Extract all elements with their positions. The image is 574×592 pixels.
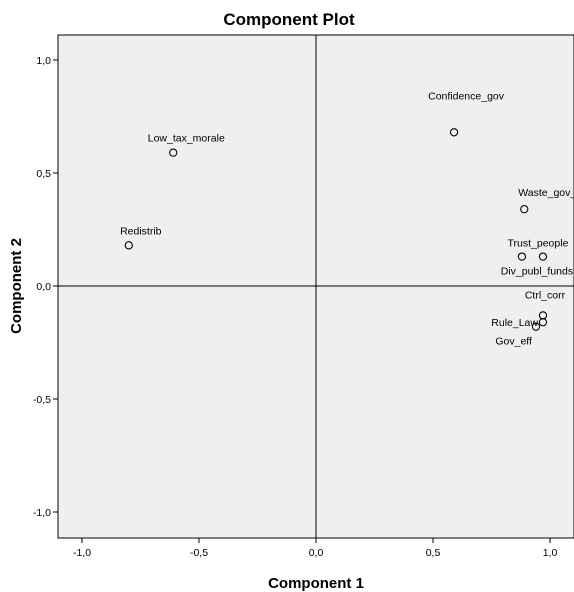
data-point-label: Redistrib	[120, 225, 162, 237]
y-tick-label: 0,5	[36, 168, 51, 180]
data-point-label: Waste_gov_spend	[518, 187, 574, 199]
plot-area: Confidence_gov Low_tax_morale Waste_gov_sp…	[57, 34, 574, 539]
chart-title: Component Plot	[223, 10, 355, 29]
x-axis-title: Component 1	[268, 575, 364, 592]
x-tick-label: 0,0	[309, 547, 324, 559]
y-tick-label: -0,5	[33, 394, 51, 406]
data-point	[449, 128, 459, 137]
y-axis: 1,0 0,5 0,0 -0,5 -1,0	[33, 55, 58, 519]
data-point	[124, 241, 133, 250]
x-tick-label: -1,0	[73, 547, 91, 559]
data-point	[520, 205, 529, 214]
data-point-label: Div_publ_funds	[501, 266, 573, 278]
data-point-label: Ctrl_corr	[525, 289, 566, 301]
y-tick-label: 1,0	[36, 55, 51, 67]
y-axis-title: Component 2	[8, 238, 25, 334]
data-point-label: Trust_people	[508, 238, 569, 250]
data-point	[538, 318, 548, 327]
data-point-label: Low_tax_morale	[148, 133, 225, 145]
x-tick-label: -0,5	[190, 547, 208, 559]
x-axis: -1,0 -0,5 0,0 0,5 1,0	[73, 538, 557, 559]
data-point-label: Gov_eff	[495, 336, 532, 348]
x-tick-label: 0,5	[426, 547, 441, 559]
x-tick-label: 1,0	[543, 547, 558, 559]
y-tick-label: -1,0	[33, 507, 51, 519]
data-point	[531, 322, 541, 331]
data-points: Confidence_gov Low_tax_morale Waste_gov_sp…	[120, 90, 574, 347]
y-tick-label: 0,0	[36, 281, 51, 293]
data-point	[538, 252, 548, 261]
data-point	[517, 252, 527, 261]
data-point-label: Rule_Law	[491, 317, 538, 329]
data-point	[169, 148, 178, 157]
data-point-label: Confidence_gov	[428, 90, 505, 102]
